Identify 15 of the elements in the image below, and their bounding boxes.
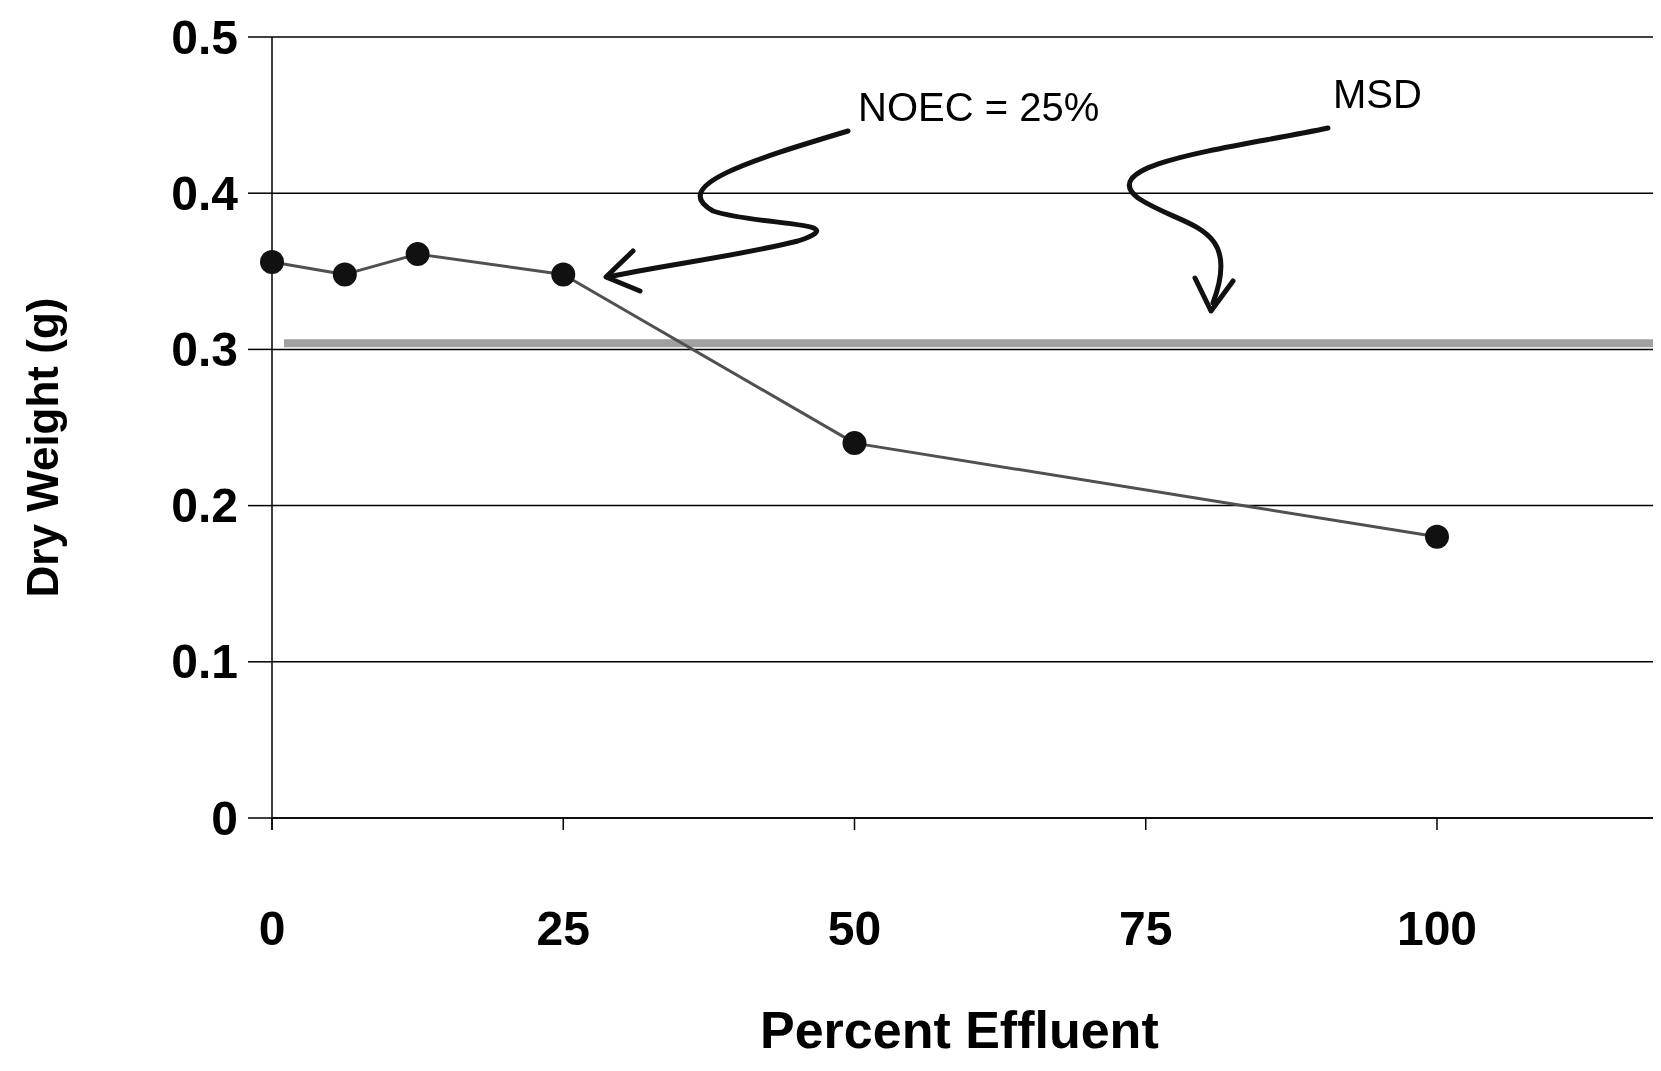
- x-tick-label: 0: [258, 901, 286, 955]
- x-tick-label: 25: [536, 901, 590, 955]
- y-tick-label: 0.1: [171, 635, 238, 689]
- y-tick-label: 0.3: [171, 322, 238, 376]
- y-axis-title: Dry Weight (g): [18, 297, 67, 598]
- x-tick-label: 75: [1119, 901, 1173, 955]
- y-tick-label: 0: [211, 791, 238, 845]
- x-tick-label: 100: [1396, 901, 1478, 955]
- annotation: NOEC = 25%: [858, 85, 1100, 129]
- x-axis-title: Percent Effluent: [759, 1001, 1159, 1059]
- y-tick-label: 0.5: [171, 10, 238, 64]
- annotation: MSD: [1333, 72, 1422, 116]
- y-tick-label: 0.2: [171, 479, 238, 533]
- y-tick-label: 0.4: [171, 166, 239, 220]
- x-tick-label: 50: [827, 901, 882, 955]
